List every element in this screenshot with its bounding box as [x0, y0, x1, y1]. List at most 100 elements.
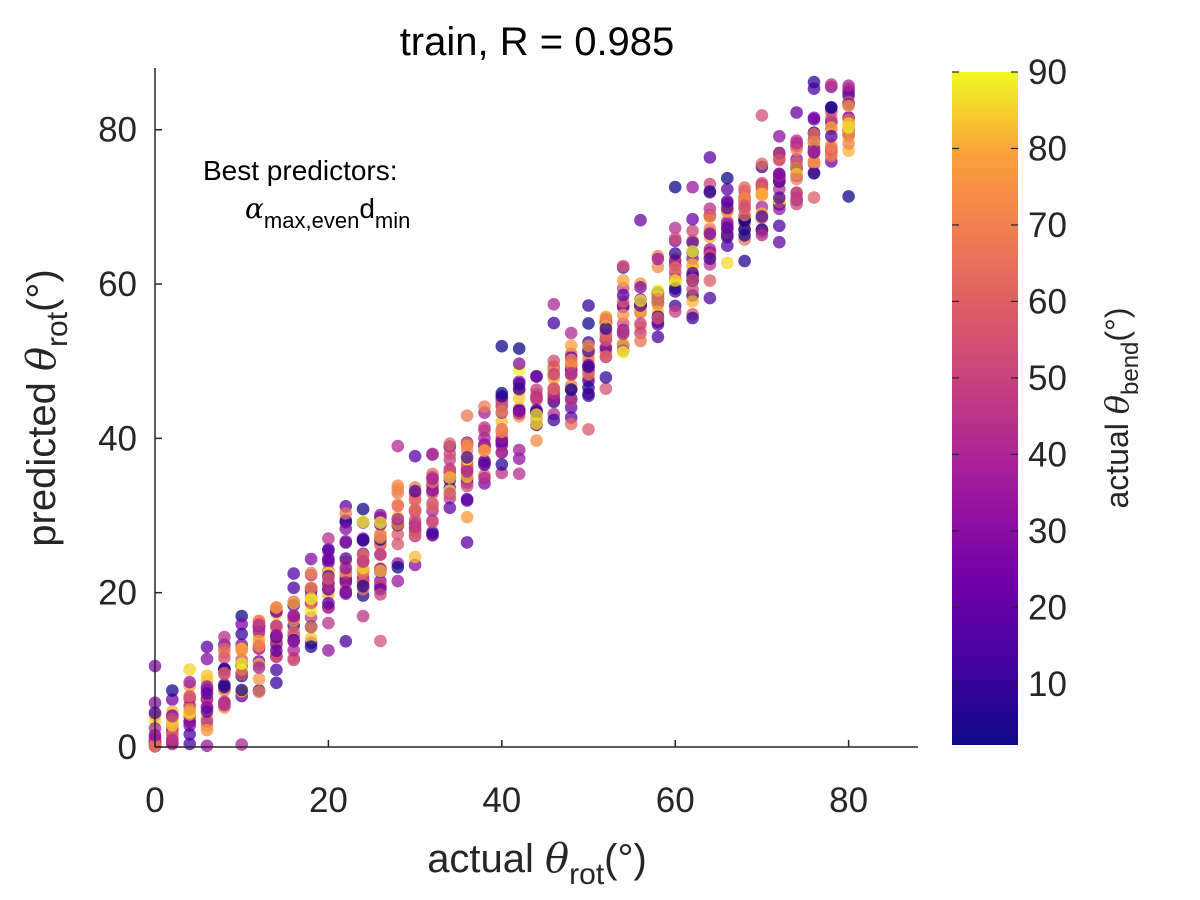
data-point [651, 330, 665, 344]
data-point [599, 382, 613, 396]
data-point [183, 703, 196, 716]
data-point [703, 291, 717, 305]
data-point [616, 346, 630, 359]
data-point [478, 444, 491, 457]
data-point [773, 235, 786, 249]
data-point [200, 652, 214, 666]
data-point [322, 554, 335, 567]
data-point [807, 145, 821, 158]
data-point [495, 405, 509, 419]
colorbar-tick-label: 10 [1028, 665, 1067, 704]
data-point [738, 181, 751, 194]
data-point [235, 738, 248, 751]
data-point [755, 228, 769, 242]
data-point [183, 737, 196, 751]
x-tick-label: 80 [829, 781, 868, 820]
data-point [599, 350, 613, 363]
data-point [512, 392, 526, 405]
data-point [322, 596, 335, 610]
annotation-line2: αmax,evendmin [245, 192, 410, 233]
data-point [512, 357, 526, 371]
y-axis-label-subscript: rot [41, 311, 74, 347]
data-point [478, 421, 491, 434]
data-point [339, 522, 353, 536]
data-point [443, 471, 457, 484]
data-point [599, 322, 613, 335]
x-tick-label: 20 [309, 781, 348, 820]
data-point [374, 588, 387, 601]
data-point [755, 157, 769, 171]
data-point [668, 261, 682, 275]
data-point [200, 705, 214, 718]
data-point [183, 728, 196, 741]
data-point [270, 629, 283, 642]
data-points [148, 75, 855, 753]
data-point [564, 417, 578, 431]
data-point [235, 667, 248, 681]
data-point [530, 369, 543, 383]
data-point [356, 579, 370, 593]
data-point [825, 129, 838, 143]
data-point [460, 465, 474, 478]
data-point [200, 640, 214, 654]
data-point [547, 354, 561, 368]
data-point [755, 188, 769, 202]
data-point [460, 409, 474, 423]
data-point [703, 227, 717, 241]
data-point [391, 561, 405, 574]
y-axis-ticks: 0 20 40 60 80 [98, 111, 162, 767]
data-point [443, 437, 457, 451]
data-point [460, 536, 474, 549]
data-point [773, 219, 786, 233]
data-point [322, 644, 335, 657]
data-point [721, 201, 734, 215]
data-point [426, 447, 439, 461]
data-point [512, 342, 526, 355]
data-point [374, 516, 387, 529]
data-point [495, 389, 509, 403]
data-point [200, 723, 214, 737]
data-point [773, 167, 786, 181]
data-point [426, 472, 439, 486]
data-point [773, 130, 786, 143]
y-tick-label: 60 [98, 265, 137, 304]
annotation-base2: d [359, 193, 375, 224]
data-point [599, 311, 613, 324]
data-point [287, 596, 301, 610]
data-point [270, 619, 283, 632]
data-point [218, 642, 231, 656]
data-point [270, 676, 283, 690]
data-point [790, 106, 803, 119]
data-point [512, 452, 526, 466]
data-point [426, 516, 439, 529]
y-tick-label: 0 [118, 728, 137, 767]
data-point [166, 693, 179, 706]
annotation-line1: Best predictors: [203, 155, 398, 186]
data-point [304, 621, 318, 634]
colorbar-label: actual θbend(°) [1098, 307, 1144, 508]
data-point [842, 99, 855, 113]
data-point [755, 109, 769, 122]
data-point [807, 191, 821, 204]
x-axis-label-unit: (°) [604, 837, 647, 881]
data-point [634, 213, 647, 227]
data-point [270, 601, 283, 614]
data-point [582, 339, 595, 353]
data-point [287, 567, 301, 580]
data-point [721, 256, 734, 270]
data-point [391, 537, 405, 551]
data-point [686, 236, 699, 249]
data-point [426, 528, 439, 541]
colorbar-tick-label: 90 [1028, 53, 1067, 92]
colorbar-label-symbol: θ [1098, 395, 1136, 414]
data-point [218, 667, 231, 681]
data-point [530, 417, 543, 430]
data-point [651, 252, 665, 266]
data-point [235, 617, 248, 631]
data-point [564, 383, 578, 397]
data-point [616, 259, 630, 273]
data-point [235, 644, 248, 657]
data-point [339, 535, 353, 548]
data-point [703, 151, 717, 164]
